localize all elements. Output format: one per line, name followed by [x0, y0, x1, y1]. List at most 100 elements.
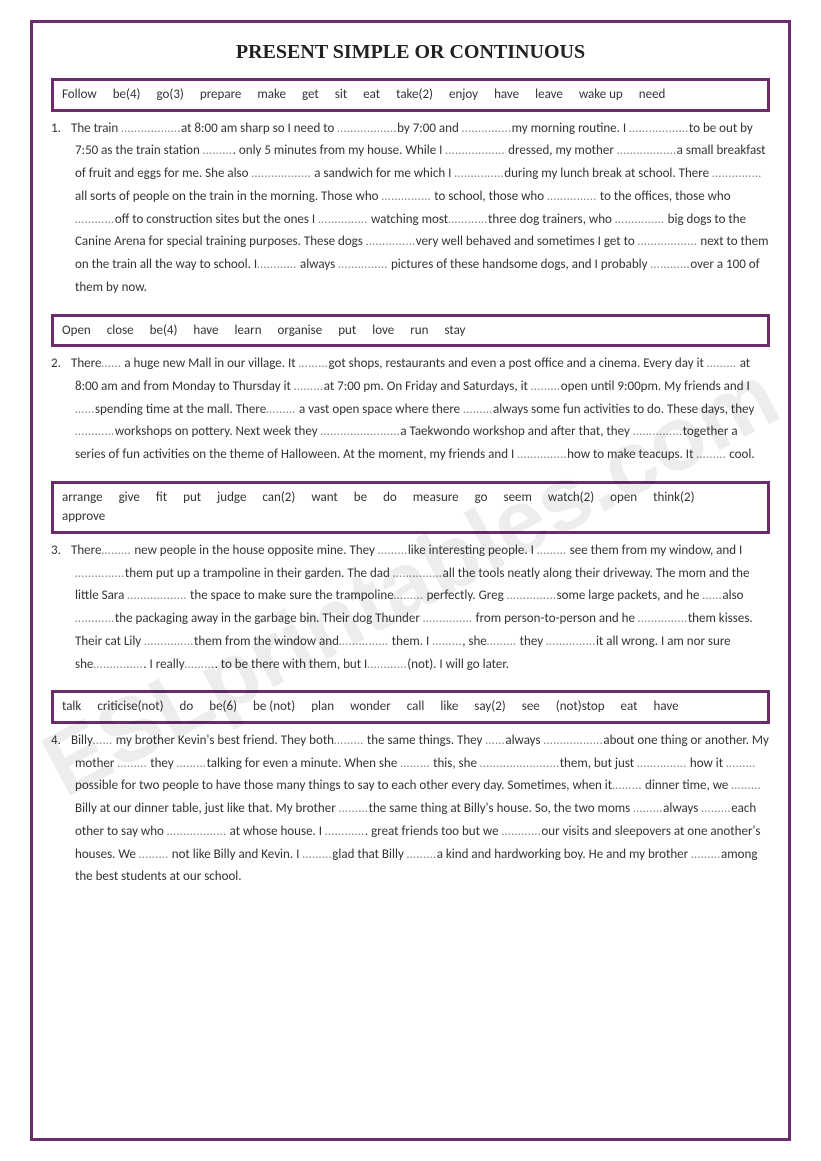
word-item: call [407, 697, 425, 717]
word-item: go [475, 488, 488, 508]
word-item: leave [535, 85, 563, 105]
word-item: open [610, 488, 637, 508]
exercise-4: 4.Billy…… my brother Kevin's best friend… [75, 730, 770, 889]
blank-dots: ……… [701, 801, 731, 816]
word-box-1: Followbe(4)go(3)preparemakegetsiteattake… [51, 78, 770, 112]
word-item: wake up [579, 85, 623, 105]
blank-dots: …………… [712, 166, 762, 181]
word-item: think(2) [653, 488, 694, 508]
blank-dots: ……………… [638, 234, 698, 249]
blank-dots: ……… [487, 634, 517, 649]
word-item: be (not) [253, 697, 295, 717]
word-item: (not)stop [556, 697, 605, 717]
blank-dots: ……… [731, 778, 761, 793]
word-item: criticise(not) [97, 697, 163, 717]
blank-dots: …………… [318, 212, 368, 227]
blank-dots: ………… [75, 212, 115, 227]
word-item: Open [62, 321, 91, 341]
blank-dots: ……… [185, 657, 215, 672]
blank-dots: …………… [423, 611, 473, 626]
word-item: say(2) [474, 697, 505, 717]
word-item: Follow [62, 85, 97, 105]
word-item: do [180, 697, 194, 717]
blank-dots: ……… [334, 733, 364, 748]
blank-dots: …………… [637, 756, 687, 771]
blank-dots: …………… [339, 634, 389, 649]
blank-dots: ……… [407, 847, 437, 862]
blank-dots: ………… [650, 257, 690, 272]
exercise-number: 4. [51, 730, 71, 753]
blank-dots: ……… [177, 756, 207, 771]
word-item: do [383, 488, 397, 508]
blank-dots: ……………… [251, 166, 311, 181]
word-item: approve [62, 507, 105, 527]
word-item: prepare [200, 85, 242, 105]
word-item: want [311, 488, 337, 508]
blank-dots: …………… [633, 424, 683, 439]
blank-dots: ……… [537, 543, 567, 558]
blank-dots: ……………… [121, 121, 181, 136]
word-item: measure [413, 488, 459, 508]
blank-dots: ……… [633, 801, 663, 816]
blank-dots: …………… [366, 234, 416, 249]
word-item: enjoy [449, 85, 478, 105]
blank-dots: ……………… [127, 588, 187, 603]
blank-dots: …………… [507, 588, 557, 603]
word-item: put [338, 321, 356, 341]
word-item: need [639, 85, 666, 105]
word-item: be [354, 488, 367, 508]
blank-dots: ……… [612, 778, 642, 793]
word-item: take(2) [396, 85, 433, 105]
blank-dots: …………… [381, 189, 431, 204]
blank-dots: ……… [394, 588, 424, 603]
blank-dots: ………… [448, 212, 488, 227]
word-item: fit [156, 488, 167, 508]
word-item: seem [504, 488, 532, 508]
blank-dots: ……… [531, 379, 561, 394]
blank-dots: ……… [432, 634, 462, 649]
word-item: talk [62, 697, 81, 717]
exercise-number: 2. [51, 353, 71, 376]
word-box-3: arrangegivefitputjudgecan(2)wantbedomeas… [51, 481, 770, 534]
blank-dots: ……… [302, 847, 332, 862]
blank-dots: ……… [299, 356, 329, 371]
word-box-2: Openclosebe(4)havelearnorganiseputloveru… [51, 314, 770, 348]
word-item: wonder [350, 697, 391, 717]
blank-dots: …………… [338, 257, 388, 272]
blank-dots: ……… [463, 402, 493, 417]
blank-dots: ………… [75, 424, 115, 439]
word-item: eat [363, 85, 380, 105]
word-item: stay [444, 321, 465, 341]
blank-dots: …… [485, 733, 505, 748]
word-item: put [183, 488, 201, 508]
blank-dots: ……………… [167, 824, 227, 839]
word-item: have [494, 85, 519, 105]
blank-dots: ……… [339, 801, 369, 816]
word-item: be(4) [113, 85, 141, 105]
blank-dots: …………… [615, 212, 665, 227]
exercise-number: 1. [51, 118, 71, 141]
blank-dots: …………… [462, 121, 512, 136]
word-item: close [107, 321, 134, 341]
page-title: PRESENT SIMPLE OR CONTINUOUS [51, 41, 770, 64]
blank-dots: ……………… [629, 121, 689, 136]
blank-dots: …… [101, 356, 121, 371]
word-item: watch(2) [548, 488, 594, 508]
word-item: can(2) [262, 488, 295, 508]
word-item: learn [234, 321, 261, 341]
exercise-number: 3. [51, 540, 71, 563]
blank-dots: …… [702, 588, 722, 603]
word-item: plan [311, 697, 334, 717]
blank-dots: ……… [726, 756, 756, 771]
blank-dots: ……………… [617, 143, 677, 158]
word-item: sit [335, 85, 347, 105]
word-item: organise [278, 321, 323, 341]
blank-dots: …………… [517, 447, 567, 462]
blank-dots: ……………… [445, 143, 505, 158]
blank-dots: …………… [75, 566, 125, 581]
blank-dots: …………………… [480, 756, 560, 771]
word-item: run [410, 321, 428, 341]
blank-dots: ……… [691, 847, 721, 862]
blank-dots: …………… [144, 634, 194, 649]
blank-dots: ………… [75, 611, 115, 626]
